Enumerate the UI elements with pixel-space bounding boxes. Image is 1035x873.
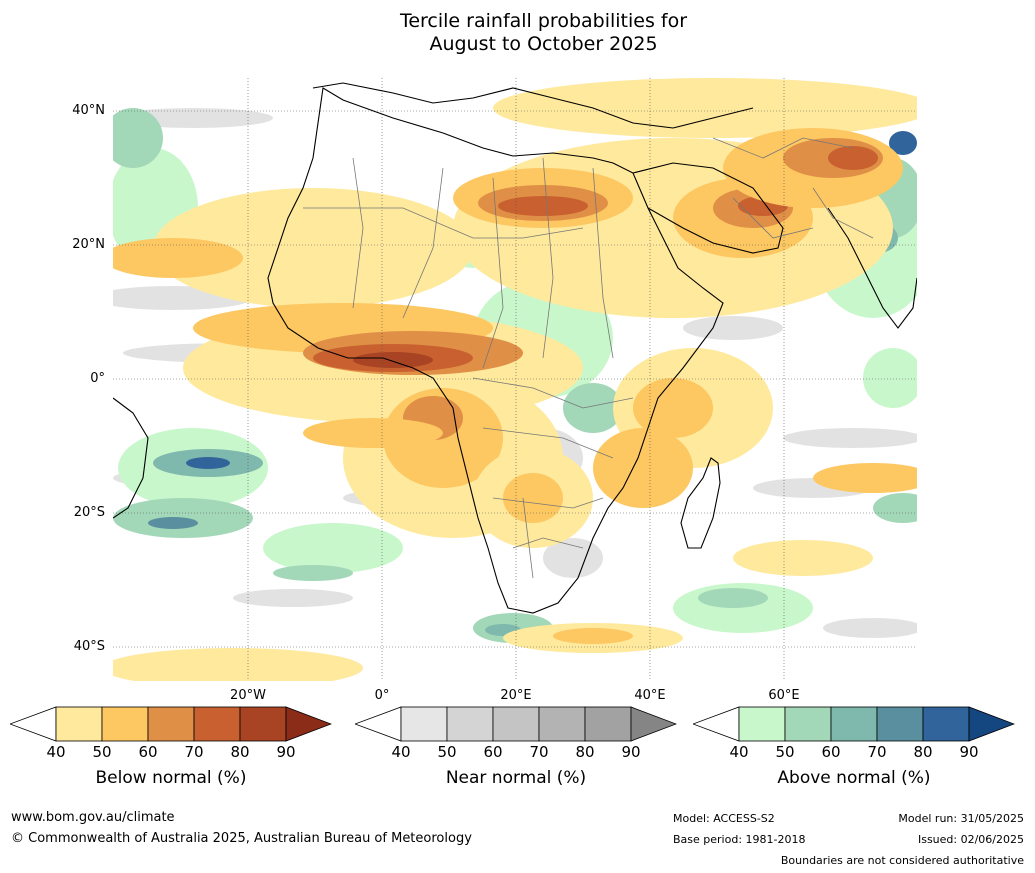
lon-label-60e: 60°E [768,688,800,703]
footer-disclaimer: Boundaries are not considered authoritat… [780,854,1024,867]
graticule [113,78,917,681]
colorbar-below-normal-bin [101,706,149,742]
title-line-1: Tercile rainfall probabilities for [399,10,688,32]
colorbar-below-normal-bin [147,706,195,742]
colorbar-title-above-normal: Above normal (%) [777,768,931,788]
lat-label-20s: 20°S [73,505,105,520]
colorbar-tick: 50 [437,743,457,761]
colorbar-below-normal-bin [239,706,287,742]
arabia-coastline [632,162,784,254]
colorbar-tick: 50 [775,743,795,761]
india-coastline [827,207,917,329]
colorbar-below-normal-bin [55,706,103,742]
lat-label-equator: 0° [90,371,105,386]
colorbar-above-normal-bin [830,706,878,742]
footer-website: www.bom.gov.au/climate [11,810,175,825]
colorbar-tick: 40 [46,743,66,761]
colorbar-title-below-normal: Below normal (%) [95,768,247,788]
colorbar-above-normal [693,706,1015,742]
colorbar-below-normal-high-extend [285,706,332,742]
colorbar-near-normal-high-extend [630,706,677,742]
colorbar-title-near-normal: Near normal (%) [445,768,587,788]
colorbar-tick: 90 [276,743,296,761]
footer-issued: Issued: 02/06/2025 [917,833,1024,846]
colorbar-below-normal-bin [193,706,241,742]
footer-model: Model: ACCESS-S2 [673,812,775,825]
colorbar-tick: 70 [867,743,887,761]
colorbar-above-normal-bin [922,706,970,742]
lat-label-20n: 20°N [72,237,105,252]
lat-label-40n: 40°N [72,103,105,118]
colorbar-above-normal-high-extend [968,706,1015,742]
colorbar-near-normal-bin [538,706,586,742]
colorbar-near-normal-bin [400,706,448,742]
colorbar-tick: 70 [184,743,204,761]
footer-base-period: Base period: 1981-2018 [673,833,806,846]
colorbar-tick: 60 [483,743,503,761]
lon-label-40e: 40°E [634,688,666,703]
colorbar-above-normal-bin [784,706,832,742]
south-america-coastline [113,397,149,519]
colorbar-near-normal-bin [492,706,540,742]
colorbar-tick: 60 [138,743,158,761]
below-normal-regions [113,78,917,681]
colorbar-tick: 90 [959,743,979,761]
lon-label-20w: 20°W [230,688,266,703]
map-canvas [113,78,917,681]
map-title: Tercile rainfall probabilities for Augus… [0,10,1035,56]
colorbar-tick: 80 [913,743,933,761]
footer-model-run: Model run: 31/05/2025 [898,812,1024,825]
lat-label-40s: 40°S [73,639,105,654]
colorbar-below-normal [10,706,332,742]
colorbar-near-normal-bin [446,706,494,742]
footer-copyright: © Commonwealth of Australia 2025, Austra… [11,831,472,846]
africa-coastline [267,87,724,614]
colorbar-above-normal-bin [876,706,924,742]
lon-label-0: 0° [374,688,390,703]
colorbar-near-normal-low-extend [355,706,402,742]
colorbar-above-normal-bin [738,706,786,742]
probability-map [113,78,917,681]
colorbar-tick: 50 [92,743,112,761]
madagascar-coastline [680,457,721,549]
colorbar-near-normal-bin [584,706,632,742]
colorbar-tick: 70 [529,743,549,761]
europe-coastline [312,82,754,129]
colorbar-above-normal-low-extend [693,706,740,742]
lon-label-20e: 20°E [500,688,532,703]
title-line-2: August to October 2025 [429,33,658,55]
colorbar-tick: 80 [230,743,250,761]
colorbar-below-normal-low-extend [10,706,57,742]
colorbar-tick: 80 [575,743,595,761]
colorbar-tick: 40 [391,743,411,761]
country-borders [303,137,874,579]
colorbar-tick: 40 [729,743,749,761]
colorbar-tick: 60 [821,743,841,761]
colorbar-near-normal [355,706,677,742]
colorbar-tick: 90 [621,743,641,761]
coastlines [113,82,917,614]
